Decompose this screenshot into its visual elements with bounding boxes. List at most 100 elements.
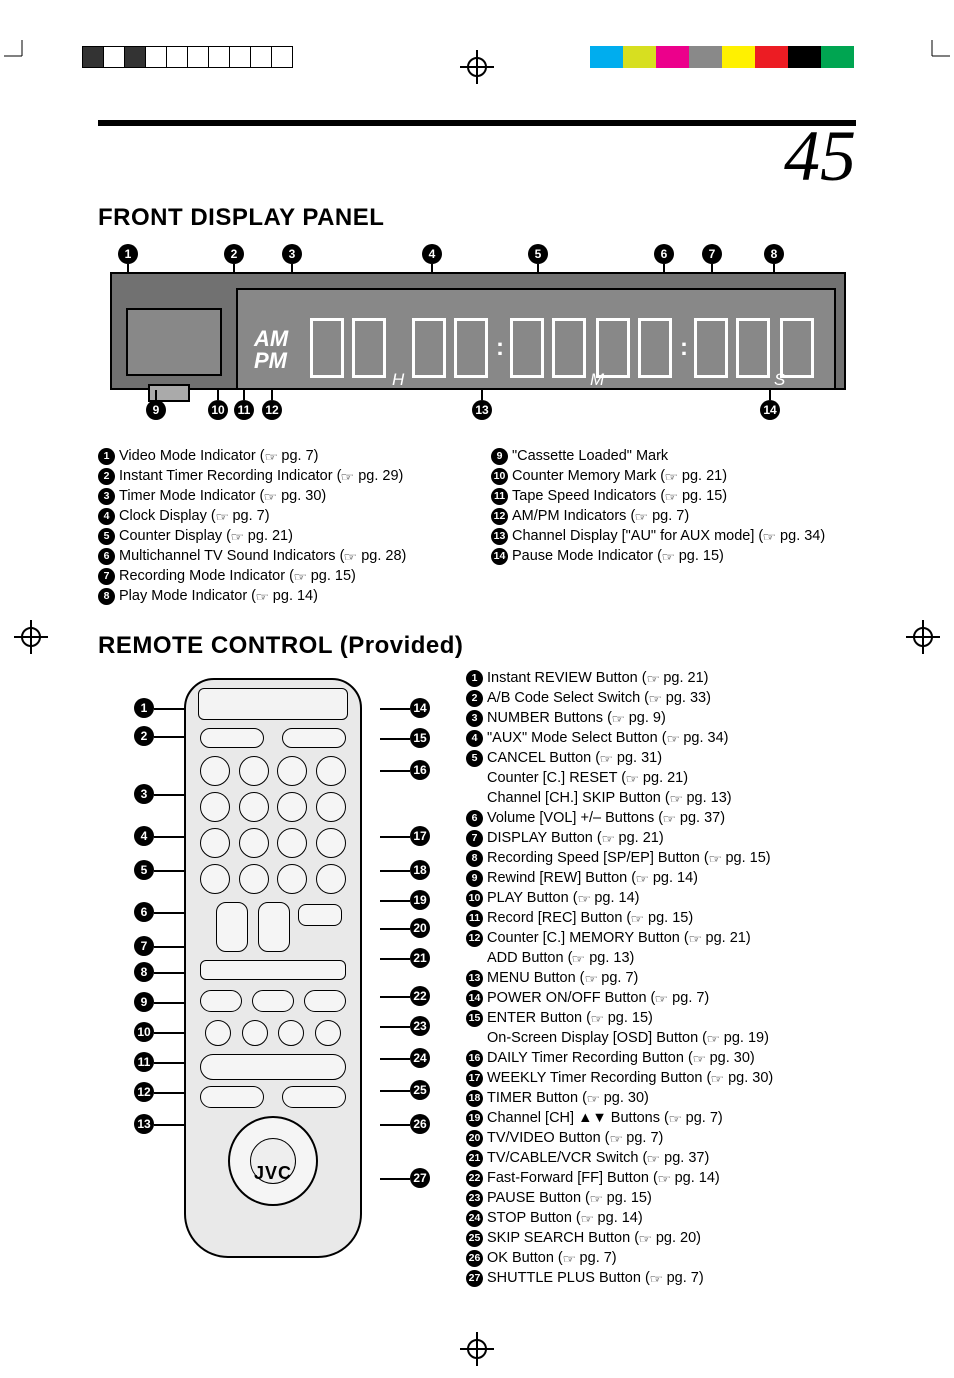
legend-item: 23PAUSE Button (☞ pg. 15) (466, 1188, 856, 1208)
remote-diagram: JVC 12345678910111213 141516171819202122… (98, 668, 448, 1288)
legend-text: Counter Memory Mark (☞ pg. 21) (512, 466, 727, 486)
legend-item: 18TIMER Button (☞ pg. 30) (466, 1088, 856, 1108)
top-rule (98, 120, 856, 126)
segment-digit (352, 318, 386, 378)
callout-marker: 25 (410, 1080, 430, 1100)
legend-item: 9Rewind [REW] Button (☞ pg. 14) (466, 868, 856, 888)
callout-marker: 18 (410, 860, 430, 880)
legend-text: Rewind [REW] Button (☞ pg. 14) (487, 868, 698, 888)
brand-label: JVC (186, 1163, 360, 1184)
legend-text-extra: Channel [CH.] SKIP Button (☞ pg. 13) (487, 790, 732, 806)
callout-number-icon: 10 (466, 890, 483, 907)
callout-number-icon: 23 (466, 1190, 483, 1207)
page-number: 45 (98, 120, 856, 192)
remote-button (282, 1086, 346, 1108)
callout-marker: 11 (234, 400, 254, 420)
remote-button (304, 990, 346, 1012)
leader-line (380, 1090, 410, 1092)
color-swatch (623, 46, 656, 68)
callout-number-icon: 13 (491, 528, 508, 545)
legend-text: AM/PM Indicators (☞ pg. 7) (512, 506, 689, 526)
segment-digit (412, 318, 446, 378)
remote-button (277, 792, 307, 822)
remote-button (205, 1020, 231, 1046)
leader-line (154, 794, 184, 796)
leader-line (380, 1026, 410, 1028)
legend-text: DISPLAY Button (☞ pg. 21) (487, 828, 664, 848)
callout-marker: 22 (410, 986, 430, 1006)
leader-line (154, 736, 184, 738)
callout-number-icon: 7 (98, 568, 115, 585)
legend-text: POWER ON/OFF Button (☞ pg. 7) (487, 988, 709, 1008)
leader-line (154, 946, 184, 948)
callout-marker: 15 (410, 728, 430, 748)
legend-text: DAILY Timer Recording Button (☞ pg. 30) (487, 1048, 755, 1068)
legend-text: Counter [C.] MEMORY Button (☞ pg. 21)ADD… (487, 928, 751, 968)
callout-marker: 9 (134, 992, 154, 1012)
remote-button (278, 1020, 304, 1046)
legend-text: Pause Mode Indicator (☞ pg. 15) (512, 546, 724, 566)
callout-number-icon: 16 (466, 1050, 483, 1067)
legend-item: 5CANCEL Button (☞ pg. 31)Counter [C.] RE… (466, 748, 856, 808)
leader-line (154, 1002, 184, 1004)
remote-top-panel (198, 688, 348, 720)
leader-line (380, 1178, 410, 1180)
callout-marker: 8 (134, 962, 154, 982)
callout-number-icon: 5 (98, 528, 115, 545)
remote-button (316, 756, 346, 786)
legend-text: Instant Timer Recording Indicator (☞ pg.… (119, 466, 403, 486)
color-swatch (722, 46, 755, 68)
remote-button (200, 728, 264, 748)
legend-text: Record [REC] Button (☞ pg. 15) (487, 908, 693, 928)
remote-button (282, 728, 346, 748)
legend-text: A/B Code Select Switch (☞ pg. 33) (487, 688, 711, 708)
segment-digit (694, 318, 728, 378)
segment-digit (454, 318, 488, 378)
callout-number-icon: 2 (98, 468, 115, 485)
legend-item: 4Clock Display (☞ pg. 7) (98, 506, 463, 526)
leader-line (154, 1124, 184, 1126)
remote-button (316, 792, 346, 822)
registration-target-icon (906, 620, 940, 659)
panel-small-window (126, 308, 222, 376)
remote-button (239, 756, 269, 786)
legend-text: "AUX" Mode Select Button (☞ pg. 34) (487, 728, 728, 748)
callout-number-icon: 12 (466, 930, 483, 947)
segment-digit (552, 318, 586, 378)
leader-line (154, 912, 184, 914)
callout-marker: 11 (134, 1052, 154, 1072)
callout-marker: 4 (422, 244, 442, 264)
segment-digit (638, 318, 672, 378)
callout-marker: 14 (410, 698, 430, 718)
leader-line (380, 738, 410, 740)
crop-mark-icon (4, 36, 30, 62)
remote-button (252, 990, 294, 1012)
remote-button (316, 864, 346, 894)
legend-text: NUMBER Buttons (☞ pg. 9) (487, 708, 666, 728)
callout-marker: 26 (410, 1114, 430, 1134)
legend-text: Tape Speed Indicators (☞ pg. 15) (512, 486, 727, 506)
crop-marks-bottom (0, 1328, 954, 1378)
front-panel-diagram: AMPM : : H M S 12345678 91011121314 (98, 240, 856, 440)
crop-marks-top (0, 0, 954, 90)
remote-button (200, 864, 230, 894)
panel-box: AMPM : : H M S (110, 272, 846, 390)
legend-text: Instant REVIEW Button (☞ pg. 21) (487, 668, 709, 688)
segment-digit (310, 318, 344, 378)
legend-text: OK Button (☞ pg. 7) (487, 1248, 617, 1268)
remote-legend-list: 1Instant REVIEW Button (☞ pg. 21)2A/B Co… (466, 668, 856, 1288)
callout-number-icon: 14 (466, 990, 483, 1007)
section-title-remote: REMOTE CONTROL (Provided) (98, 632, 856, 660)
leader-line (154, 1062, 184, 1064)
callout-number-icon: 11 (466, 910, 483, 927)
legend-item: 14POWER ON/OFF Button (☞ pg. 7) (466, 988, 856, 1008)
legend-text: SHUTTLE PLUS Button (☞ pg. 7) (487, 1268, 704, 1288)
section-title-front-panel: FRONT DISPLAY PANEL (98, 204, 856, 232)
callout-number-icon: 2 (466, 690, 483, 707)
callout-number-icon: 8 (98, 588, 115, 605)
legend-item: 4"AUX" Mode Select Button (☞ pg. 34) (466, 728, 856, 748)
legend-column-right: 9"Cassette Loaded" Mark10Counter Memory … (491, 446, 856, 606)
leader-line (380, 928, 410, 930)
leader-line (154, 1032, 184, 1034)
legend-item: 19Channel [CH] ▲▼ Buttons (☞ pg. 7) (466, 1108, 856, 1128)
